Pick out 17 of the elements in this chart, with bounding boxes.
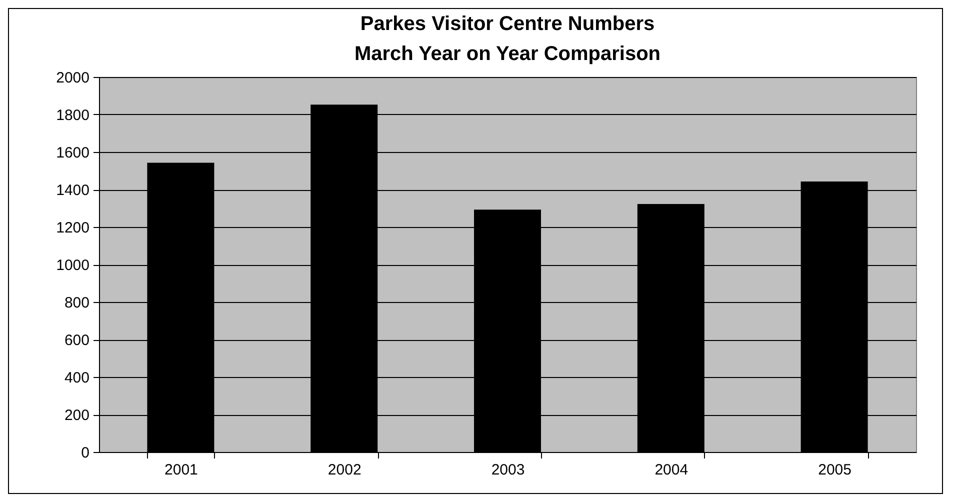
y-tick-label: 0 bbox=[81, 444, 90, 462]
x-tick-label: 2004 bbox=[654, 462, 688, 478]
x-tick-label: 2001 bbox=[164, 462, 198, 478]
y-tick-label: 2000 bbox=[56, 70, 90, 86]
y-tick-label: 1200 bbox=[56, 220, 90, 236]
y-tick-label: 1000 bbox=[56, 257, 90, 274]
y-tick-label: 200 bbox=[64, 407, 90, 424]
x-tick-label: 2005 bbox=[818, 462, 852, 478]
y-tick-label: 1400 bbox=[56, 182, 90, 199]
y-tick-label: 1800 bbox=[56, 107, 90, 124]
x-tick-label: 2003 bbox=[491, 462, 525, 478]
y-tick-label: 400 bbox=[64, 370, 90, 386]
y-tick-label: 1600 bbox=[56, 144, 90, 162]
y-tick-label: 600 bbox=[64, 332, 90, 349]
y-tick-label: 800 bbox=[64, 294, 90, 312]
chart-title: Parkes Visitor Centre Numbers March Year on Year Comparison bbox=[354, 13, 661, 65]
x-tick-label: 2002 bbox=[328, 462, 362, 478]
